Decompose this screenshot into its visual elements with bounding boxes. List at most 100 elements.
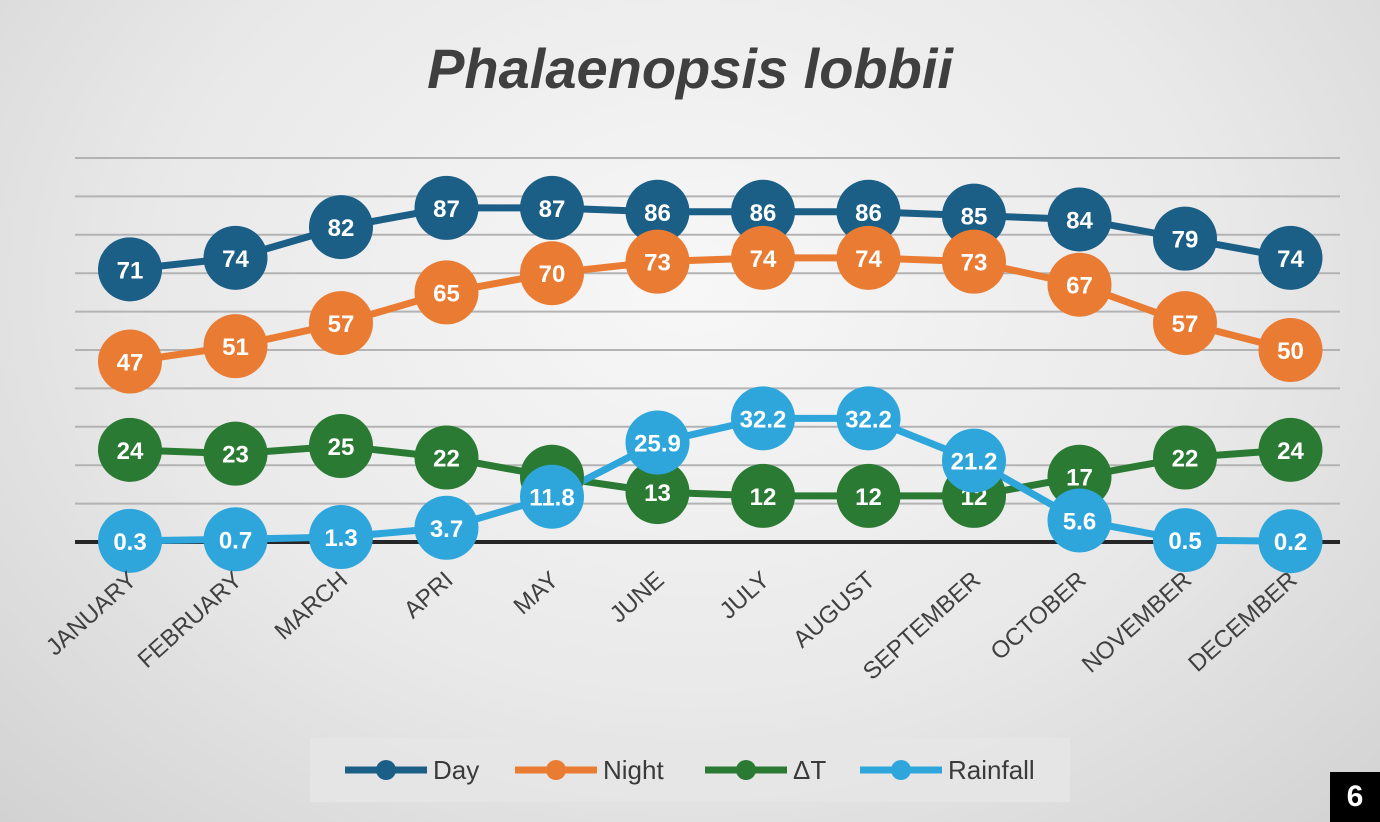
data-label: 51 [222, 334, 249, 361]
data-label: 1.3 [324, 525, 357, 552]
data-point [1047, 488, 1112, 553]
legend-label: ΔT [793, 755, 826, 785]
data-label: 0.3 [113, 529, 146, 556]
data-label: 3.7 [430, 516, 463, 543]
data-point [98, 417, 162, 482]
data-point [98, 508, 162, 573]
data-label: 12 [855, 484, 882, 511]
data-point [731, 463, 795, 528]
series-lines [129, 204, 1292, 545]
data-point [625, 460, 690, 525]
data-point [414, 175, 479, 240]
x-tick-label: FEBRUARY [133, 566, 248, 673]
chart-title: Phalaenopsis lobbii [427, 37, 954, 100]
data-label: 67 [1066, 273, 1093, 300]
data-label: 23 [222, 442, 249, 469]
data-label: 24 [1277, 438, 1304, 465]
data-label: 74 [222, 246, 249, 273]
data-point [414, 425, 479, 490]
x-tick-label: MAY [509, 566, 564, 620]
data-label: 73 [644, 250, 671, 277]
legend-swatch-marker [546, 760, 566, 780]
data-label: 0.5 [1168, 528, 1201, 555]
data-point [625, 179, 690, 244]
x-tick-label: JULY [715, 566, 775, 624]
data-point [731, 179, 795, 244]
data-point [1258, 318, 1323, 382]
data-label: 12 [750, 484, 777, 511]
data-point [309, 414, 373, 478]
data-point [1047, 252, 1112, 317]
data-point [1258, 509, 1323, 574]
data-point [98, 237, 162, 302]
data-point [414, 495, 479, 560]
x-tick-label: MARCH [270, 566, 353, 645]
legend-swatch-marker [736, 760, 756, 780]
data-point [836, 225, 901, 290]
data-point [625, 229, 690, 294]
data-label: 25 [328, 434, 355, 461]
legend-swatch-marker [376, 760, 396, 780]
data-label: 85 [961, 204, 988, 231]
series-line [129, 414, 1291, 545]
data-point [1153, 425, 1217, 490]
data-point [414, 260, 479, 325]
data-label: 74 [1277, 246, 1304, 273]
data-label: 71 [117, 257, 144, 284]
data-label: 79 [1172, 227, 1199, 254]
data-point [203, 314, 268, 379]
gridlines [75, 157, 1340, 544]
series-markers: 71 74 82 87 87 86 86 86 85 84 79 74 47 51 57 65 70 73 74 74… [98, 175, 1323, 574]
data-label: 0.7 [219, 527, 252, 554]
legend-label: Rainfall [948, 755, 1035, 785]
data-label: 11.8 [529, 485, 574, 512]
x-tick-label: AUGUST [788, 566, 881, 653]
data-point [1258, 225, 1323, 290]
data-label: 13 [644, 480, 671, 507]
data-label: 32.2 [740, 406, 787, 433]
data-label: 73 [961, 250, 988, 277]
data-point [942, 229, 1006, 294]
data-point [836, 179, 901, 244]
data-label: 24 [117, 438, 144, 465]
data-label: 65 [433, 280, 460, 307]
legend-label: Day [433, 755, 479, 785]
x-tick-label: NOVEMBER [1077, 566, 1197, 678]
data-point [1153, 206, 1217, 271]
data-point [309, 505, 373, 570]
data-label: 74 [750, 246, 777, 273]
data-point [731, 225, 795, 290]
data-label: 86 [644, 200, 671, 227]
data-point [203, 421, 268, 486]
data-point [203, 225, 268, 290]
data-label: 70 [539, 261, 566, 288]
data-point [520, 175, 584, 240]
data-point [625, 410, 690, 475]
x-tick-label: OCTOBER [986, 566, 1092, 665]
data-label: 50 [1277, 338, 1304, 365]
data-point [942, 428, 1006, 493]
data-label: 22 [433, 446, 460, 473]
data-label: 5.6 [1063, 508, 1096, 535]
data-point [309, 195, 373, 260]
data-point [1258, 417, 1323, 482]
data-label: 86 [855, 200, 882, 227]
data-label: 0.2 [1274, 529, 1307, 556]
data-point [1153, 508, 1217, 573]
data-label: 22 [1172, 446, 1199, 473]
x-tick-label: JANUARY [41, 566, 142, 661]
x-tick-label: DECEMBER [1183, 566, 1302, 677]
legend: Day Night ΔT Rainfall [310, 738, 1070, 802]
data-label: 17 [1066, 465, 1093, 492]
legend-box [310, 738, 1070, 802]
data-point [731, 386, 795, 451]
data-point [520, 464, 584, 529]
legend-label: Night [603, 755, 664, 785]
data-point [1047, 187, 1112, 252]
data-label: 21.2 [951, 449, 998, 476]
data-point [309, 291, 373, 356]
data-label: 47 [117, 350, 144, 377]
data-label: 87 [539, 196, 566, 223]
